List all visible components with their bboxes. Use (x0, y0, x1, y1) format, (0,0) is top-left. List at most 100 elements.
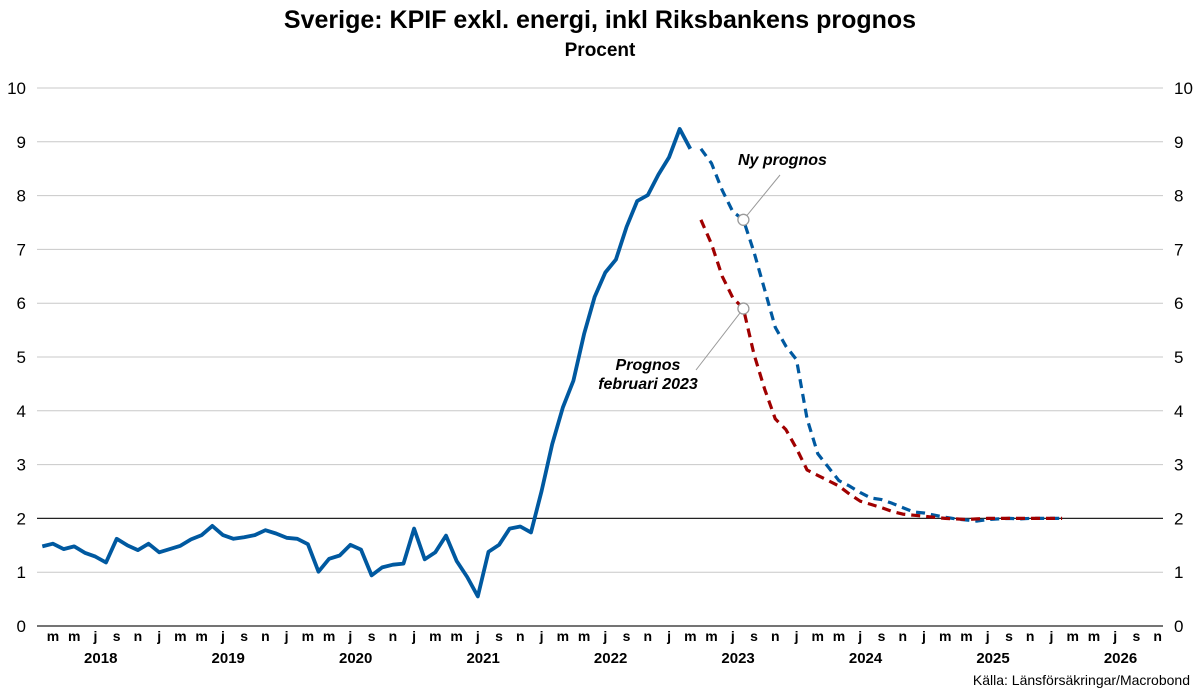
y-tick-label-left: 9 (17, 133, 26, 152)
x-month-label: m (833, 628, 845, 644)
y-tick-label-left: 7 (17, 240, 26, 259)
x-month-label: n (771, 628, 780, 644)
x-month-label: s (1133, 628, 1141, 644)
x-month-label: m (450, 628, 462, 644)
x-year-label: 2023 (721, 650, 754, 667)
x-month-label: j (985, 628, 990, 644)
x-month-label: j (92, 628, 97, 644)
x-month-label: j (857, 628, 862, 644)
x-month-label: j (411, 628, 416, 644)
y-tick-label-left: 3 (17, 456, 26, 475)
x-month-label: n (389, 628, 398, 644)
y-tick-label-left: 5 (17, 348, 26, 367)
x-month-label: s (495, 628, 503, 644)
y-tick-label-left: 4 (17, 402, 26, 421)
x-month-label: n (261, 628, 270, 644)
x-month-label: s (878, 628, 886, 644)
x-month-label: m (705, 628, 717, 644)
series-line-ny-prognos (699, 147, 1063, 523)
x-month-label: j (347, 628, 352, 644)
y-tick-label-right: 8 (1174, 187, 1183, 206)
series-line-kpif-exkl-energi (41, 127, 692, 599)
x-month-label: j (284, 628, 289, 644)
x-month-label: j (156, 628, 161, 644)
x-month-label: m (302, 628, 314, 644)
annotation-label: Ny prognos (738, 152, 827, 169)
y-axis-right: 0 1 2 3 4 5 6 7 8 9 10 (1174, 79, 1193, 636)
y-axis-left: 0 1 2 3 4 5 6 7 8 9 10 (7, 79, 26, 636)
x-month-label: m (68, 628, 80, 644)
x-month-label: m (812, 628, 824, 644)
x-year-label: 2022 (594, 650, 627, 667)
x-month-label: j (666, 628, 671, 644)
chart-title: Sverige: KPIF exkl. energi, inkl Riksban… (283, 6, 917, 34)
y-tick-label-right: 4 (1174, 402, 1183, 421)
x-month-label: j (1112, 628, 1117, 644)
series-lines (41, 127, 1063, 599)
x-year-label: 2018 (84, 650, 117, 667)
x-month-label: m (960, 628, 972, 644)
x-month-label: j (602, 628, 607, 644)
y-tick-label-right: 7 (1174, 240, 1183, 259)
x-month-label: n (1153, 628, 1162, 644)
x-year-label: 2024 (849, 650, 883, 667)
x-month-label: m (195, 628, 207, 644)
x-month-label: j (1049, 628, 1054, 644)
y-tick-label-right: 3 (1174, 456, 1183, 475)
x-month-label: m (684, 628, 696, 644)
annotation-leader (743, 174, 781, 221)
y-tick-label-right: 10 (1174, 79, 1193, 98)
y-tick-label-left: 0 (17, 617, 26, 636)
x-month-label: m (557, 628, 569, 644)
y-tick-label-left: 10 (7, 79, 26, 98)
annotation-label: Prognos (616, 357, 681, 374)
x-month-label: n (1026, 628, 1035, 644)
y-tick-label-left: 8 (17, 187, 26, 206)
x-month-label: s (113, 628, 121, 644)
annotation-marker (737, 302, 750, 315)
x-month-label: m (323, 628, 335, 644)
x-month-label: m (939, 628, 951, 644)
x-month-label: n (898, 628, 907, 644)
annotation-label: februari 2023 (598, 376, 698, 393)
y-tick-label-right: 2 (1174, 509, 1183, 528)
x-month-label: s (1005, 628, 1013, 644)
x-month-label: s (750, 628, 758, 644)
x-month-label: m (578, 628, 590, 644)
x-year-label: 2021 (466, 650, 499, 667)
annotation-leader (695, 308, 744, 371)
annotations: Ny prognos Prognos februari 2023 (598, 152, 827, 393)
x-month-label: j (475, 628, 480, 644)
y-tick-label-right: 6 (1174, 294, 1183, 313)
source-note: Källa: Länsförsäkringar/Macrobond (972, 672, 1190, 688)
y-tick-label-left: 6 (17, 294, 26, 313)
series-line-prognos-februari-2023 (699, 219, 1063, 522)
y-tick-label-right: 1 (1174, 563, 1183, 582)
x-month-label: j (921, 628, 926, 644)
x-year-label: 2025 (976, 650, 1009, 667)
chart-subtitle: Procent (564, 40, 636, 61)
x-month-label: j (539, 628, 544, 644)
y-tick-label-right: 9 (1174, 133, 1183, 152)
x-year-label: 2026 (1104, 650, 1137, 667)
x-month-label: s (240, 628, 248, 644)
x-month-label: m (429, 628, 441, 644)
y-tick-label-right: 0 (1174, 617, 1183, 636)
gridlines (37, 87, 1163, 627)
x-year-label: 2019 (212, 650, 245, 667)
x-month-label: j (220, 628, 225, 644)
x-month-label: m (47, 628, 59, 644)
x-month-label: j (730, 628, 735, 644)
annotation-marker (737, 213, 750, 226)
x-month-label: s (623, 628, 631, 644)
x-month-label: n (134, 628, 143, 644)
y-tick-label-right: 5 (1174, 348, 1183, 367)
x-year-label: 2020 (339, 650, 372, 667)
x-month-label: n (644, 628, 653, 644)
x-month-label: m (1088, 628, 1100, 644)
x-month-label: s (368, 628, 376, 644)
y-tick-label-left: 1 (17, 563, 26, 582)
y-tick-label-left: 2 (17, 509, 26, 528)
x-month-label: m (174, 628, 186, 644)
